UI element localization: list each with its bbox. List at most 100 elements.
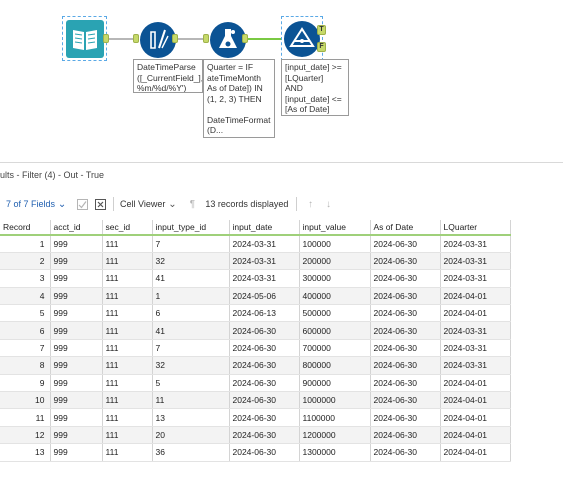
table-cell[interactable]: 2024-06-30 <box>370 287 441 306</box>
table-cell[interactable]: 2024-04-01 <box>440 426 511 445</box>
table-cell[interactable]: 2024-04-01 <box>440 408 511 427</box>
table-cell[interactable]: 111 <box>102 391 153 410</box>
record-number[interactable]: 6 <box>0 321 51 340</box>
false-output-anchor[interactable]: F <box>317 42 326 52</box>
table-cell[interactable]: 300000 <box>299 269 371 288</box>
table-cell[interactable]: 2024-06-30 <box>370 304 441 323</box>
cancel-changes-icon[interactable] <box>93 197 107 211</box>
record-number[interactable]: 9 <box>0 374 51 393</box>
table-cell[interactable]: 2024-05-06 <box>229 287 300 306</box>
table-row[interactable]: 10 999 111 11 2024-06-30 1000000 2024-06-30 202… <box>0 391 511 410</box>
table-cell[interactable]: 2024-06-30 <box>229 443 300 462</box>
table-cell[interactable]: 2024-04-01 <box>440 391 511 410</box>
table-cell[interactable]: 999 <box>50 356 103 375</box>
table-cell[interactable]: 2024-06-30 <box>229 408 300 427</box>
table-cell[interactable]: 2024-06-30 <box>370 339 441 358</box>
table-cell[interactable]: 2024-06-30 <box>370 408 441 427</box>
table-row[interactable]: 7 999 111 7 2024-06-30 700000 2024-06-30 2024-0… <box>0 339 511 358</box>
table-row[interactable]: 3 999 111 41 2024-03-31 300000 2024-06-30 2024-… <box>0 269 511 288</box>
table-cell[interactable]: 500000 <box>299 304 371 323</box>
table-cell[interactable]: 111 <box>102 252 153 271</box>
record-number[interactable]: 4 <box>0 287 51 306</box>
table-cell[interactable]: 13 <box>152 408 230 427</box>
column-header[interactable]: input_type_id <box>152 220 230 236</box>
column-header[interactable]: input_value <box>299 220 371 236</box>
table-cell[interactable]: 2024-03-31 <box>440 269 511 288</box>
table-cell[interactable]: 5 <box>152 374 230 393</box>
table-row[interactable]: 1 999 111 7 2024-03-31 100000 2024-06-30 2024-0… <box>0 235 511 253</box>
cell-viewer-dropdown[interactable]: Cell Viewer ⌄ <box>120 194 179 214</box>
record-number[interactable]: 5 <box>0 304 51 323</box>
table-cell[interactable]: 111 <box>102 356 153 375</box>
filter-tool[interactable] <box>281 16 323 61</box>
table-cell[interactable]: 2024-06-30 <box>370 443 441 462</box>
table-cell[interactable]: 999 <box>50 321 103 340</box>
column-header[interactable]: LQuarter <box>440 220 511 236</box>
table-row[interactable]: 13 999 111 36 2024-06-30 1300000 2024-06-30 202… <box>0 443 511 462</box>
table-cell[interactable]: 2024-06-30 <box>370 391 441 410</box>
record-number[interactable]: 1 <box>0 235 51 253</box>
table-cell[interactable]: 2024-06-30 <box>229 391 300 410</box>
workflow-canvas[interactable]: DateTimeParse ([_CurrentField_],' %m/%d/… <box>0 0 563 160</box>
table-cell[interactable]: 700000 <box>299 339 371 358</box>
record-number[interactable]: 8 <box>0 356 51 375</box>
table-row[interactable]: 6 999 111 41 2024-06-30 600000 2024-06-30 2024-… <box>0 321 511 340</box>
record-number[interactable]: 13 <box>0 443 51 462</box>
table-cell[interactable]: 2024-06-30 <box>370 356 441 375</box>
table-row[interactable]: 11 999 111 13 2024-06-30 1100000 2024-06-30 202… <box>0 408 511 427</box>
table-cell[interactable]: 999 <box>50 252 103 271</box>
table-cell[interactable]: 999 <box>50 408 103 427</box>
table-cell[interactable]: 2024-06-30 <box>229 374 300 393</box>
column-header[interactable]: acct_id <box>50 220 103 236</box>
table-row[interactable]: 4 999 111 1 2024-05-06 400000 2024-06-30 2024-0… <box>0 287 511 306</box>
record-number[interactable]: 12 <box>0 426 51 445</box>
table-cell[interactable]: 1200000 <box>299 426 371 445</box>
table-cell[interactable]: 6 <box>152 304 230 323</box>
table-cell[interactable]: 111 <box>102 269 153 288</box>
table-row[interactable]: 12 999 111 20 2024-06-30 1200000 2024-06-30 202… <box>0 426 511 445</box>
table-cell[interactable]: 999 <box>50 443 103 462</box>
table-cell[interactable]: 41 <box>152 321 230 340</box>
table-cell[interactable]: 800000 <box>299 356 371 375</box>
table-cell[interactable]: 999 <box>50 235 103 253</box>
table-cell[interactable]: 1 <box>152 287 230 306</box>
table-cell[interactable]: 111 <box>102 304 153 323</box>
table-cell[interactable]: 111 <box>102 408 153 427</box>
column-header[interactable]: sec_id <box>102 220 153 236</box>
table-cell[interactable]: 32 <box>152 356 230 375</box>
table-cell[interactable]: 2024-03-31 <box>229 252 300 271</box>
table-cell[interactable]: 2024-06-13 <box>229 304 300 323</box>
column-header[interactable]: Record <box>0 220 51 236</box>
record-number[interactable]: 2 <box>0 252 51 271</box>
table-cell[interactable]: 200000 <box>299 252 371 271</box>
table-cell[interactable]: 2024-04-01 <box>440 304 511 323</box>
table-cell[interactable]: 36 <box>152 443 230 462</box>
table-cell[interactable]: 2024-03-31 <box>440 339 511 358</box>
table-row[interactable]: 8 999 111 32 2024-06-30 800000 2024-06-30 2024-… <box>0 356 511 375</box>
input-anchor[interactable] <box>133 34 139 43</box>
table-cell[interactable]: 2024-03-31 <box>440 356 511 375</box>
true-output-anchor[interactable]: T <box>317 25 326 35</box>
table-cell[interactable]: 999 <box>50 374 103 393</box>
table-cell[interactable]: 2024-03-31 <box>229 235 300 253</box>
table-row[interactable]: 5 999 111 6 2024-06-13 500000 2024-06-30 2024-0… <box>0 304 511 323</box>
table-cell[interactable]: 2024-06-30 <box>229 426 300 445</box>
table-row[interactable]: 2 999 111 32 2024-03-31 200000 2024-06-30 2024-… <box>0 252 511 271</box>
table-cell[interactable]: 999 <box>50 391 103 410</box>
table-cell[interactable]: 1000000 <box>299 391 371 410</box>
record-number[interactable]: 11 <box>0 408 51 427</box>
table-cell[interactable]: 111 <box>102 235 153 253</box>
checkmark-edit-icon[interactable] <box>75 197 89 211</box>
table-cell[interactable]: 2024-03-31 <box>440 235 511 253</box>
table-cell[interactable]: 2024-06-30 <box>370 374 441 393</box>
table-cell[interactable]: 400000 <box>299 287 371 306</box>
record-number[interactable]: 10 <box>0 391 51 410</box>
table-cell[interactable]: 2024-04-01 <box>440 374 511 393</box>
table-cell[interactable]: 900000 <box>299 374 371 393</box>
input-anchor[interactable] <box>203 34 209 43</box>
table-cell[interactable]: 111 <box>102 374 153 393</box>
flask-icon[interactable] <box>208 20 248 60</box>
table-cell[interactable]: 600000 <box>299 321 371 340</box>
results-grid[interactable]: Record acct_id sec_id input_type_id input_da… <box>0 220 511 462</box>
fields-selector[interactable]: 7 of 7 Fields ⌄ <box>6 194 69 214</box>
